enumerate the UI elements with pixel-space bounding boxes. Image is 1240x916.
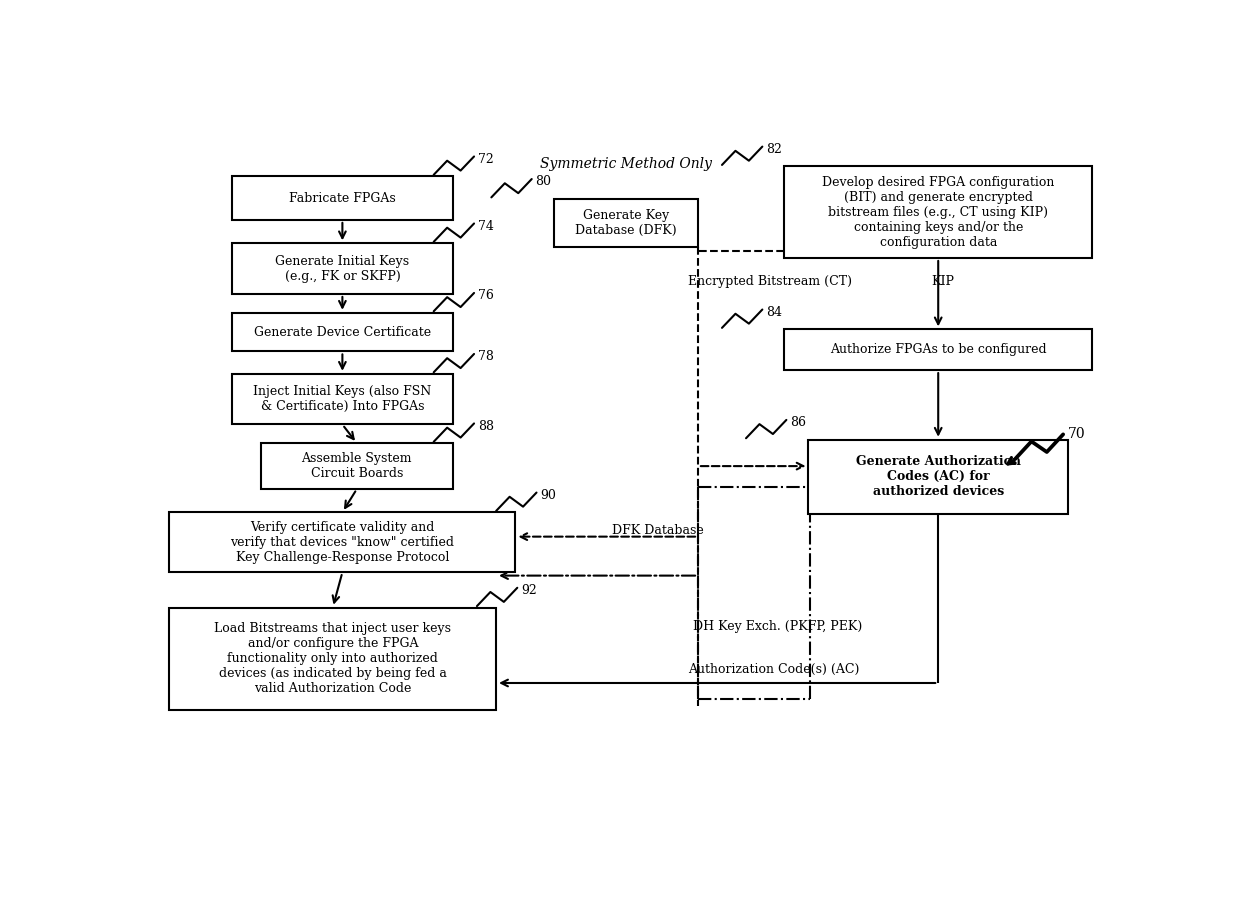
Text: Authorization Code(s) (AC): Authorization Code(s) (AC) [688,663,859,676]
Text: KIP: KIP [931,275,955,288]
Text: DH Key Exch. (PKFP, PEK): DH Key Exch. (PKFP, PEK) [693,620,862,633]
Text: 88: 88 [477,420,494,432]
FancyBboxPatch shape [170,512,516,572]
Text: 90: 90 [541,489,557,502]
FancyBboxPatch shape [260,443,453,489]
FancyBboxPatch shape [808,440,1068,514]
FancyBboxPatch shape [554,199,698,246]
Text: 76: 76 [477,289,494,302]
Text: 92: 92 [521,584,537,597]
Text: Authorize FPGAs to be configured: Authorize FPGAs to be configured [830,344,1047,356]
FancyBboxPatch shape [232,244,453,294]
Text: Generate Initial Keys
(e.g., FK or SKFP): Generate Initial Keys (e.g., FK or SKFP) [275,255,409,283]
FancyBboxPatch shape [232,312,453,352]
Text: Load Bitstreams that inject user keys
and/or configure the FPGA
functionality on: Load Bitstreams that inject user keys an… [215,622,451,695]
Text: Verify certificate validity and
verify that devices "know" certified
Key Challen: Verify certificate validity and verify t… [231,521,454,563]
Text: Symmetric Method Only: Symmetric Method Only [539,157,712,170]
Text: 72: 72 [477,153,494,166]
Text: 80: 80 [536,175,552,189]
Text: DFK Database: DFK Database [611,524,703,537]
Text: Generate Authorization
Codes (AC) for
authorized devices: Generate Authorization Codes (AC) for au… [856,455,1021,498]
Text: 84: 84 [766,306,782,319]
FancyBboxPatch shape [785,167,1092,258]
Text: 82: 82 [766,143,782,156]
Text: 86: 86 [790,416,806,430]
Text: 78: 78 [477,350,494,364]
FancyBboxPatch shape [170,607,496,710]
FancyBboxPatch shape [785,329,1092,370]
Text: Generate Key
Database (DFK): Generate Key Database (DFK) [575,209,677,236]
Text: Fabricate FPGAs: Fabricate FPGAs [289,191,396,204]
Text: Generate Device Certificate: Generate Device Certificate [254,325,432,339]
Text: Encrypted Bitstream (CT): Encrypted Bitstream (CT) [688,275,852,288]
Text: 74: 74 [477,220,494,233]
Text: 70: 70 [1068,428,1085,442]
Text: Inject Initial Keys (also FSN
& Certificate) Into FPGAs: Inject Initial Keys (also FSN & Certific… [253,385,432,413]
FancyBboxPatch shape [232,176,453,220]
FancyBboxPatch shape [232,374,453,424]
Text: Assemble System
Circuit Boards: Assemble System Circuit Boards [301,453,412,480]
Text: Develop desired FPGA configuration
(BIT) and generate encrypted
bitstream files : Develop desired FPGA configuration (BIT)… [822,176,1054,248]
